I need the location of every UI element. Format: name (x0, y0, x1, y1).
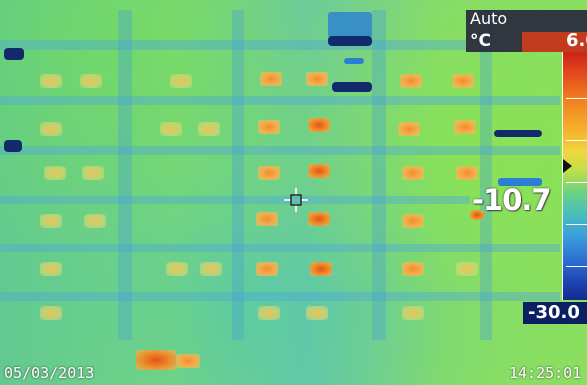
scale-pointer-icon (563, 159, 572, 173)
thermal-floor-band (0, 40, 466, 50)
warm-window (402, 306, 424, 320)
scale-tick (566, 140, 587, 141)
thermal-column-band (372, 10, 386, 340)
warm-window (40, 262, 62, 276)
thermal-column-band (118, 10, 132, 340)
warm-window (40, 122, 62, 136)
cold-spot (4, 140, 22, 152)
warm-window (136, 350, 176, 370)
warm-window (402, 262, 424, 276)
thermal-column-band (232, 10, 244, 340)
warm-window (198, 122, 220, 136)
spot-temperature-value: -10.7 (472, 183, 552, 217)
warm-window (80, 74, 102, 88)
warm-window (84, 214, 106, 228)
max-temperature-value: 6.0 (566, 30, 587, 51)
range-mode-label[interactable]: Auto (470, 9, 508, 28)
warm-window (398, 122, 420, 136)
thermal-floor-band (0, 96, 560, 105)
warm-window (308, 118, 330, 132)
min-temperature-value: -30.0 (528, 302, 580, 323)
capture-time: 14:25:01 (509, 364, 582, 382)
scale-tick (566, 98, 587, 99)
warm-window (200, 262, 222, 276)
warm-window (260, 72, 282, 86)
scale-tick (566, 182, 587, 183)
warm-window (308, 212, 330, 226)
warm-window (258, 306, 280, 320)
temperature-color-scale (562, 52, 587, 300)
warm-window (40, 306, 62, 320)
scale-tick (566, 266, 587, 267)
warm-window (160, 122, 182, 136)
max-temperature-box (522, 32, 587, 52)
thermal-floor-band (0, 292, 560, 301)
warm-window (308, 164, 330, 178)
warm-window (258, 166, 280, 180)
capture-date: 05/03/2013 (4, 364, 95, 382)
crosshair-icon (284, 188, 308, 212)
warm-window (454, 120, 476, 134)
warm-window (400, 74, 422, 88)
thermal-column-band (480, 10, 492, 340)
warm-window (456, 166, 478, 180)
warm-window (306, 72, 328, 86)
thermal-floor-band (0, 146, 560, 155)
cold-spot (4, 48, 24, 60)
warm-window (452, 74, 474, 88)
thermal-floor-band (0, 244, 560, 252)
cold-region (344, 58, 364, 64)
min-temperature-box (523, 302, 587, 324)
warm-window (170, 74, 192, 88)
cold-region (328, 12, 372, 38)
cold-region (498, 178, 542, 186)
cold-spot (332, 82, 372, 92)
warm-window (306, 306, 328, 320)
temperature-unit-label: °C (470, 31, 491, 51)
warm-window (456, 262, 478, 276)
scale-tick (566, 224, 587, 225)
thermal-floor-band (0, 196, 470, 204)
warm-window (258, 120, 280, 134)
warm-window (40, 74, 62, 88)
warm-window (402, 166, 424, 180)
warm-window (44, 166, 66, 180)
warm-window (40, 214, 62, 228)
warm-window (256, 262, 278, 276)
warm-window (310, 262, 332, 276)
cold-spot (328, 36, 372, 46)
warm-window (176, 354, 200, 368)
cold-spot (494, 130, 542, 137)
warm-window (470, 210, 484, 220)
warm-window (256, 212, 278, 226)
warm-window (166, 262, 188, 276)
warm-window (402, 214, 424, 228)
warm-window (82, 166, 104, 180)
